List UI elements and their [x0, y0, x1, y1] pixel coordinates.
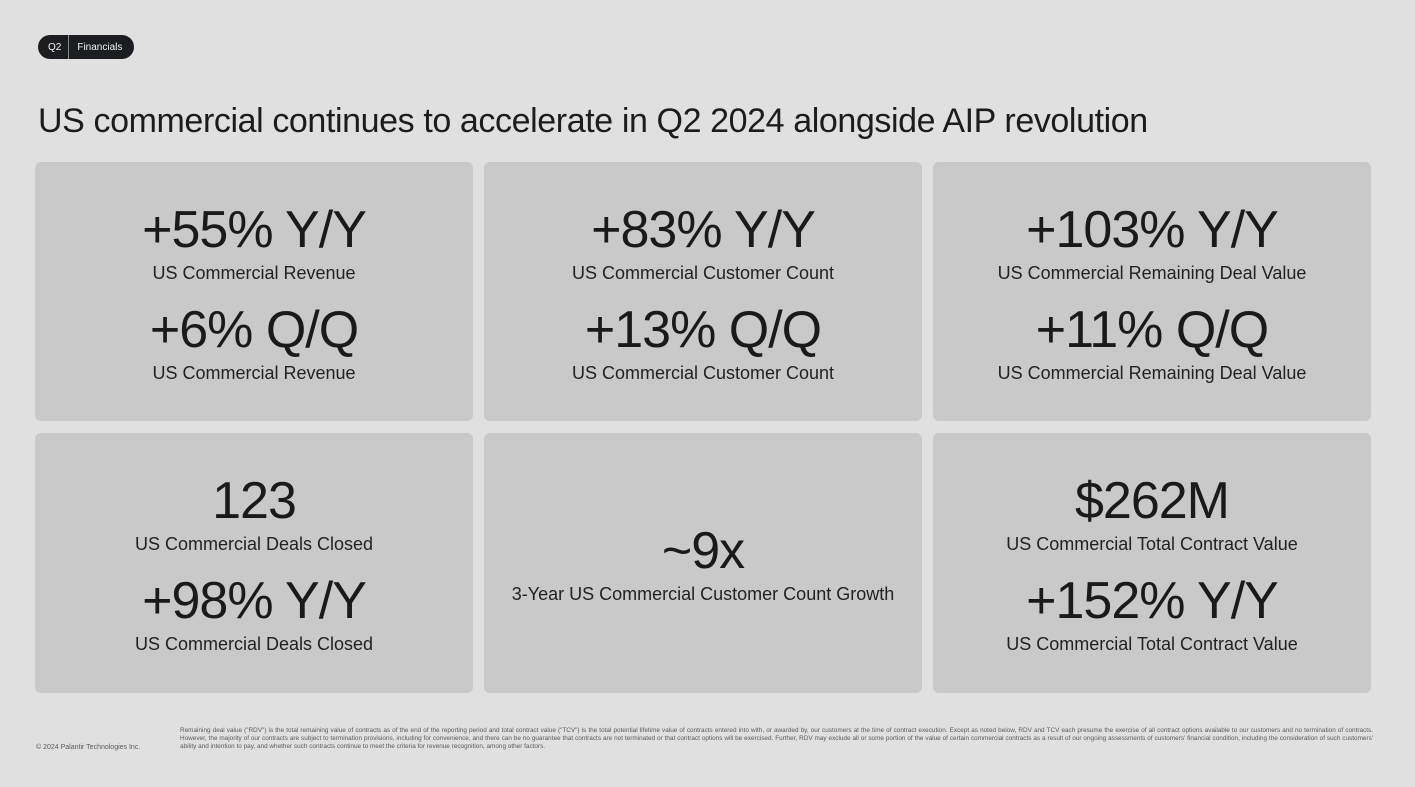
metric: +55% Y/Y US Commercial Revenue	[142, 200, 367, 284]
metric-value: $262M	[1074, 472, 1230, 530]
metric-value: +152% Y/Y	[1026, 572, 1279, 630]
metric-label: US Commercial Deals Closed	[134, 534, 374, 554]
slide-title: US commercial continues to accelerate in…	[38, 102, 1148, 140]
metric: +103% Y/Y US Commercial Remaining Deal V…	[998, 200, 1307, 284]
metric-label: US Commercial Revenue	[152, 262, 356, 283]
metric: +11% Q/Q US Commercial Remaining Deal Va…	[998, 300, 1307, 384]
metric-label: US Commercial Remaining Deal Value	[997, 262, 1307, 283]
metric: 123 US Commercial Deals Closed	[135, 471, 373, 555]
metric-value: +98% Y/Y	[142, 572, 367, 630]
metric: +98% Y/Y US Commercial Deals Closed	[135, 571, 373, 655]
metric-label: US Commercial Total Contract Value	[1006, 634, 1298, 654]
section-label: Financials	[77, 41, 123, 53]
quarter-label: Q2	[48, 41, 62, 53]
metric: +13% Q/Q US Commercial Customer Count	[572, 300, 834, 384]
metric-label: US Commercial Customer Count	[571, 262, 835, 283]
metric-value: 123	[212, 472, 297, 530]
metric-label: US Commercial Revenue	[152, 362, 356, 383]
copyright-text: © 2024 Palantir Technologies Inc.	[36, 744, 141, 751]
metric-value: +13% Q/Q	[584, 300, 822, 359]
metric: ~9x 3-Year US Commercial Customer Count …	[512, 521, 894, 605]
metric-card-deals-closed: 123 US Commercial Deals Closed +98% Y/Y …	[35, 433, 473, 693]
metric-value: +103% Y/Y	[1026, 200, 1279, 259]
metric-label: 3-Year US Commercial Customer Count Grow…	[511, 584, 895, 604]
metric-label: US Commercial Total Contract Value	[1006, 534, 1298, 554]
metric: +6% Q/Q US Commercial Revenue	[149, 300, 359, 384]
metric: +83% Y/Y US Commercial Customer Count	[572, 200, 834, 284]
metric-value: +55% Y/Y	[142, 200, 367, 259]
metric-value: +11% Q/Q	[1035, 300, 1269, 359]
metric-value: +6% Q/Q	[149, 300, 359, 359]
section-badge: Q2 Financials	[38, 35, 135, 59]
metric-card-commercial-revenue: +55% Y/Y US Commercial Revenue +6% Q/Q U…	[35, 162, 473, 421]
metric-value: +83% Y/Y	[591, 200, 816, 259]
metrics-grid: +55% Y/Y US Commercial Revenue +6% Q/Q U…	[35, 162, 1371, 693]
metric-label: US Commercial Remaining Deal Value	[997, 362, 1307, 383]
metric-card-customer-count: +83% Y/Y US Commercial Customer Count +1…	[484, 162, 922, 421]
metric-value: ~9x	[661, 522, 745, 580]
metric-card-total-contract-value: $262M US Commercial Total Contract Value…	[933, 433, 1371, 693]
metric: +152% Y/Y US Commercial Total Contract V…	[1006, 571, 1297, 655]
metric-card-remaining-deal-value: +103% Y/Y US Commercial Remaining Deal V…	[933, 162, 1371, 421]
metric-label: US Commercial Customer Count	[571, 362, 835, 383]
metric-card-customer-growth: ~9x 3-Year US Commercial Customer Count …	[484, 433, 922, 693]
footnote-text: Remaining deal value ("RDV") is the tota…	[180, 727, 1373, 751]
badge-divider	[68, 35, 70, 59]
metric-label: US Commercial Deals Closed	[134, 634, 374, 654]
metric: $262M US Commercial Total Contract Value	[1006, 471, 1297, 555]
